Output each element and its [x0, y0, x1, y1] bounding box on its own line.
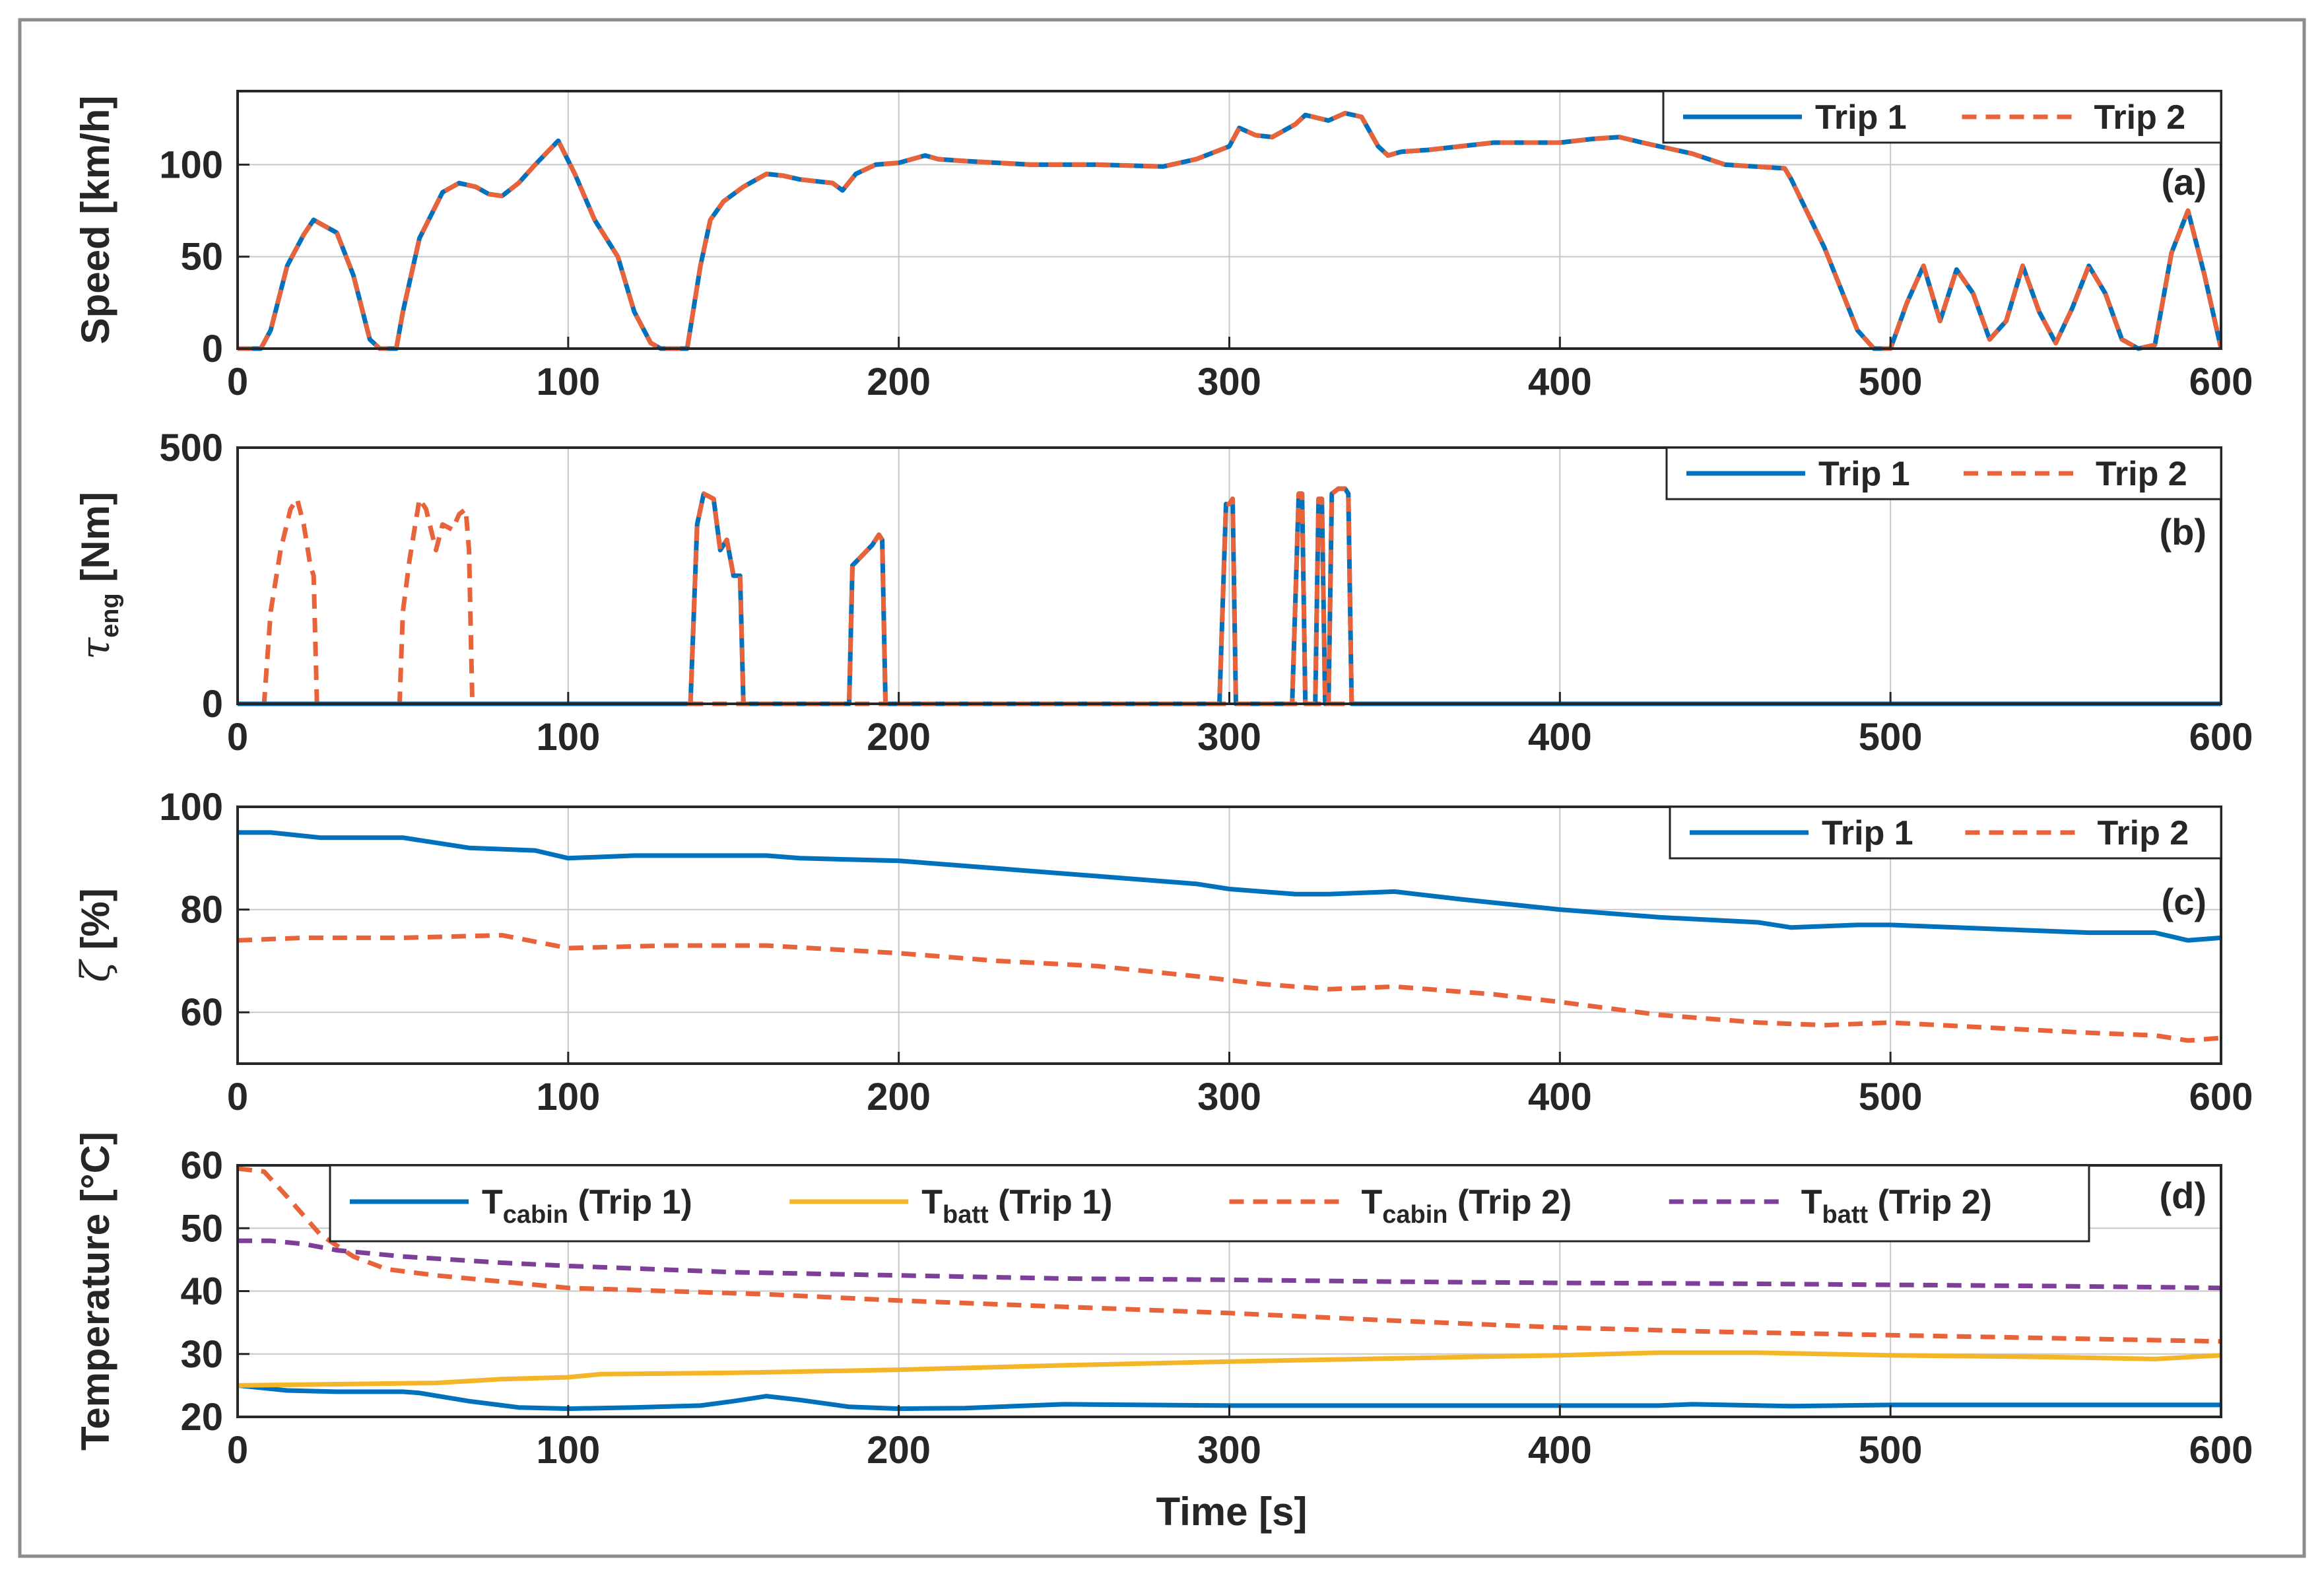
y-axis-label: Temperature [°C]	[73, 1132, 117, 1451]
y-tick-label: 20	[180, 1396, 223, 1439]
legend: Trip 1 Trip 2	[1662, 90, 2222, 144]
x-tick-label: 400	[1528, 360, 1592, 403]
legend-label: Trip 2	[2098, 814, 2189, 852]
y-tick-label: 60	[180, 991, 223, 1034]
x-tick-label: 600	[2189, 716, 2253, 759]
x-tick-label: 300	[1197, 360, 1261, 403]
legend-label: Tcabin (Trip 2)	[1362, 1183, 1572, 1229]
series-line-trip-2	[238, 110, 2221, 351]
x-tick-label: 200	[867, 360, 931, 403]
y-axis-label: ζ [%]	[73, 888, 119, 982]
series-line-trip-2	[238, 933, 2221, 1043]
y-tick-label: 30	[180, 1333, 223, 1376]
series-line-tcabin-trip-2-	[238, 1166, 2221, 1344]
y-tick-label: 0	[202, 327, 223, 370]
x-tick-label: 100	[536, 716, 600, 759]
x-tick-label: 600	[2189, 1429, 2253, 1472]
panel-tag: (b)	[2159, 511, 2207, 553]
x-tick-label: 400	[1528, 716, 1592, 759]
x-tick-label: 200	[867, 716, 931, 759]
y-tick-label: 60	[180, 1144, 223, 1187]
legend: Trip 1 Trip 2	[1665, 446, 2222, 500]
series-line-trip-1	[238, 830, 2221, 943]
y-axis-label: τeng [Nm]	[73, 492, 124, 660]
x-tick-label: 100	[536, 360, 600, 403]
legend: Trip 1 Trip 2	[1669, 805, 2222, 860]
x-tick-label: 400	[1528, 1076, 1592, 1118]
figure-border	[18, 18, 2306, 1558]
y-tick-label: 40	[180, 1270, 223, 1313]
x-tick-label: 300	[1197, 1429, 1261, 1472]
x-tick-label: 400	[1528, 1429, 1592, 1472]
legend-box	[1669, 805, 2222, 860]
series-group	[238, 110, 2221, 351]
y-tick-label: 100	[159, 786, 223, 829]
x-tick-label: 200	[867, 1429, 931, 1472]
series-group	[238, 1166, 2221, 1412]
y-tick-label: 100	[159, 143, 223, 186]
legend-label: Trip 1	[1818, 455, 1910, 493]
x-tick-label: 100	[536, 1076, 600, 1118]
panel-temperature: 0 100 200 300 400 500 600 20 30 40 50 60 Temperature…	[73, 1132, 2253, 1472]
panel-tag: (d)	[2159, 1175, 2207, 1216]
x-tick-label: 600	[2189, 360, 2253, 403]
legend-label: Trip 2	[2094, 98, 2186, 137]
legend-label: Trip 1	[1822, 814, 1913, 852]
y-tick-label: 50	[180, 1207, 223, 1250]
series-line-tbatt-trip-1-	[238, 1350, 2221, 1388]
legend-label: Trip 2	[2096, 455, 2187, 493]
x-tick-label: 500	[1859, 716, 1923, 759]
x-tick-label: 0	[227, 1076, 248, 1118]
x-tick-label: 0	[227, 716, 248, 759]
legend-label: Tbatt (Trip 2)	[1801, 1183, 1992, 1229]
series-line-tcabin-trip-1-	[238, 1383, 2221, 1412]
legend-label: Tbatt (Trip 1)	[921, 1183, 1112, 1229]
y-tick-label: 500	[159, 427, 223, 469]
y-tick-label: 80	[180, 889, 223, 932]
x-tick-label: 300	[1197, 1076, 1261, 1118]
x-tick-label: 0	[227, 1429, 248, 1472]
series-line-trip-2	[238, 497, 2221, 706]
series-group	[238, 830, 2221, 1043]
legend-label: Tcabin (Trip 1)	[482, 1183, 692, 1229]
y-tick-label: 0	[202, 683, 223, 726]
x-tick-label: 600	[2189, 1076, 2253, 1118]
x-axis-label: Time [s]	[1156, 1490, 1308, 1534]
y-axis-label: Speed [km/h]	[73, 96, 117, 345]
legend-label: Trip 1	[1815, 98, 1907, 137]
legend-box	[329, 1164, 2090, 1243]
x-tick-label: 100	[536, 1429, 600, 1472]
panel-speed: 0 100 200 300 400 500 600 0 50 100 Speed [km/h] Tri…	[73, 90, 2253, 403]
y-tick-label: 50	[180, 236, 223, 279]
x-tick-label: 500	[1859, 1429, 1923, 1472]
legend: Tcabin (Trip 1) Tbatt (Trip 1) Tcabin (Tri…	[329, 1164, 2090, 1243]
panel-tag: (c)	[2162, 881, 2207, 922]
x-tick-label: 500	[1859, 360, 1923, 403]
panel-tag: (a)	[2162, 161, 2207, 203]
x-tick-label: 200	[867, 1076, 931, 1118]
x-tick-label: 500	[1859, 1076, 1923, 1118]
x-tick-label: 300	[1197, 716, 1261, 759]
x-tick-label: 0	[227, 360, 248, 403]
